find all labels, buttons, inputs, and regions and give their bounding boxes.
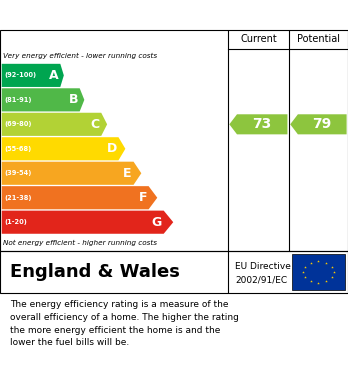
Polygon shape <box>2 88 84 111</box>
Polygon shape <box>2 162 141 185</box>
Text: Energy Efficiency Rating: Energy Efficiency Rating <box>10 7 213 23</box>
Text: Not energy efficient - higher running costs: Not energy efficient - higher running co… <box>3 240 158 246</box>
Text: (21-38): (21-38) <box>4 195 32 201</box>
Text: (55-68): (55-68) <box>4 146 31 152</box>
Text: EU Directive: EU Directive <box>235 262 291 271</box>
Polygon shape <box>2 64 64 87</box>
Text: 73: 73 <box>253 117 272 131</box>
Text: (92-100): (92-100) <box>4 72 36 78</box>
Text: F: F <box>139 191 147 204</box>
Text: 79: 79 <box>313 117 332 131</box>
Polygon shape <box>2 211 173 234</box>
Polygon shape <box>2 137 125 160</box>
Text: (81-91): (81-91) <box>4 97 32 103</box>
Polygon shape <box>2 113 107 136</box>
Text: B: B <box>69 93 78 106</box>
Text: England & Wales: England & Wales <box>10 263 180 281</box>
Polygon shape <box>290 114 347 135</box>
Text: Potential: Potential <box>297 34 340 45</box>
Polygon shape <box>229 114 287 135</box>
Text: The energy efficiency rating is a measure of the
overall efficiency of a home. T: The energy efficiency rating is a measur… <box>10 300 239 348</box>
Text: Current: Current <box>240 34 277 45</box>
Text: A: A <box>49 69 58 82</box>
Text: D: D <box>106 142 117 155</box>
Text: Very energy efficient - lower running costs: Very energy efficient - lower running co… <box>3 53 158 59</box>
Text: E: E <box>123 167 132 180</box>
Text: (69-80): (69-80) <box>4 121 32 127</box>
Polygon shape <box>2 186 157 209</box>
Text: (39-54): (39-54) <box>4 170 32 176</box>
Text: (1-20): (1-20) <box>4 219 27 225</box>
Text: C: C <box>90 118 100 131</box>
Bar <box>292 255 345 290</box>
Text: G: G <box>152 216 162 229</box>
Text: 2002/91/EC: 2002/91/EC <box>235 276 287 285</box>
